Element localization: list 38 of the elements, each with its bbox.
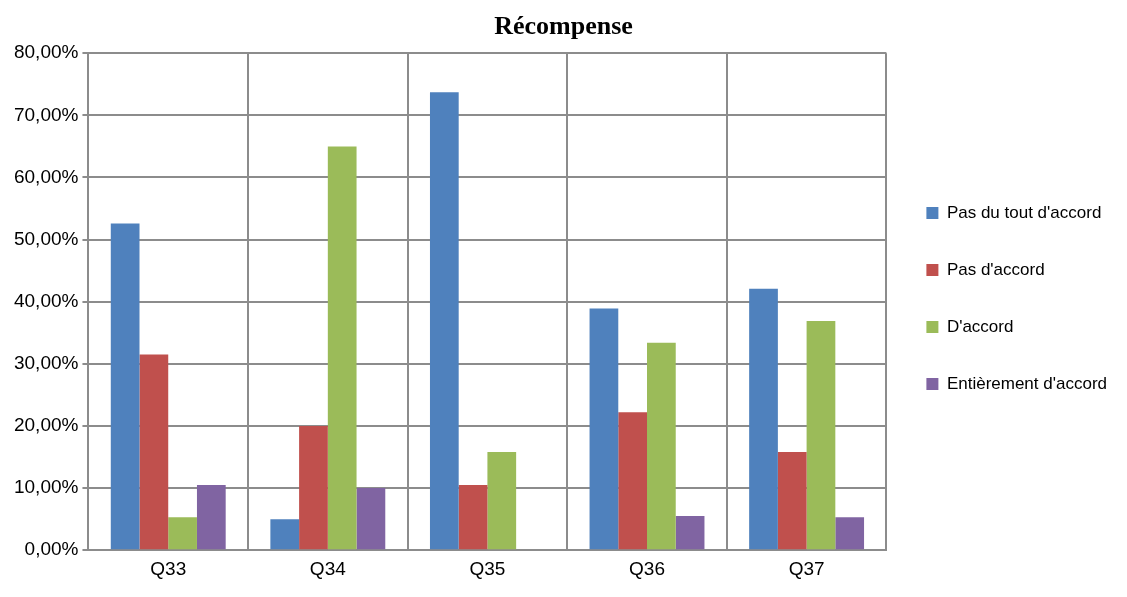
bar xyxy=(835,517,865,550)
legend-label: D'accord xyxy=(946,316,1014,336)
y-tick-label: 80,00% xyxy=(13,41,79,63)
legend-label: Pas d'accord xyxy=(946,259,1045,279)
bar xyxy=(458,484,488,550)
bar xyxy=(618,412,648,550)
bar xyxy=(749,288,778,550)
bar xyxy=(139,354,169,550)
bar xyxy=(270,519,300,550)
y-tick-label: 50,00% xyxy=(13,227,79,249)
bar xyxy=(647,342,676,550)
bar xyxy=(299,425,328,550)
bar xyxy=(675,516,705,550)
bar xyxy=(806,320,836,550)
y-tick-label: 10,00% xyxy=(13,476,79,498)
y-tick-label: 40,00% xyxy=(13,289,79,311)
bar xyxy=(777,452,807,550)
y-tick-label: 70,00% xyxy=(13,103,79,125)
chart-title: Récompense xyxy=(494,11,633,41)
bar xyxy=(487,452,517,550)
x-tick-label: Q33 xyxy=(150,557,187,579)
bar xyxy=(196,484,226,550)
x-tick-label: Q37 xyxy=(788,557,825,579)
y-tick-label: 60,00% xyxy=(13,165,79,187)
y-tick-label: 30,00% xyxy=(13,352,79,374)
y-tick-label: 20,00% xyxy=(13,414,79,436)
x-tick-label: Q35 xyxy=(469,557,506,579)
bar xyxy=(168,517,197,550)
legend-label: Entièrement d'accord xyxy=(946,373,1107,393)
bar xyxy=(589,308,619,550)
bar xyxy=(327,146,357,550)
bar xyxy=(356,488,386,550)
y-tick-label: 0,00% xyxy=(24,538,79,560)
legend-label: Pas du tout d'accord xyxy=(946,202,1102,222)
bar xyxy=(429,92,459,550)
bar xyxy=(110,223,140,550)
x-tick-label: Q34 xyxy=(309,557,347,579)
x-tick-label: Q36 xyxy=(629,557,665,579)
